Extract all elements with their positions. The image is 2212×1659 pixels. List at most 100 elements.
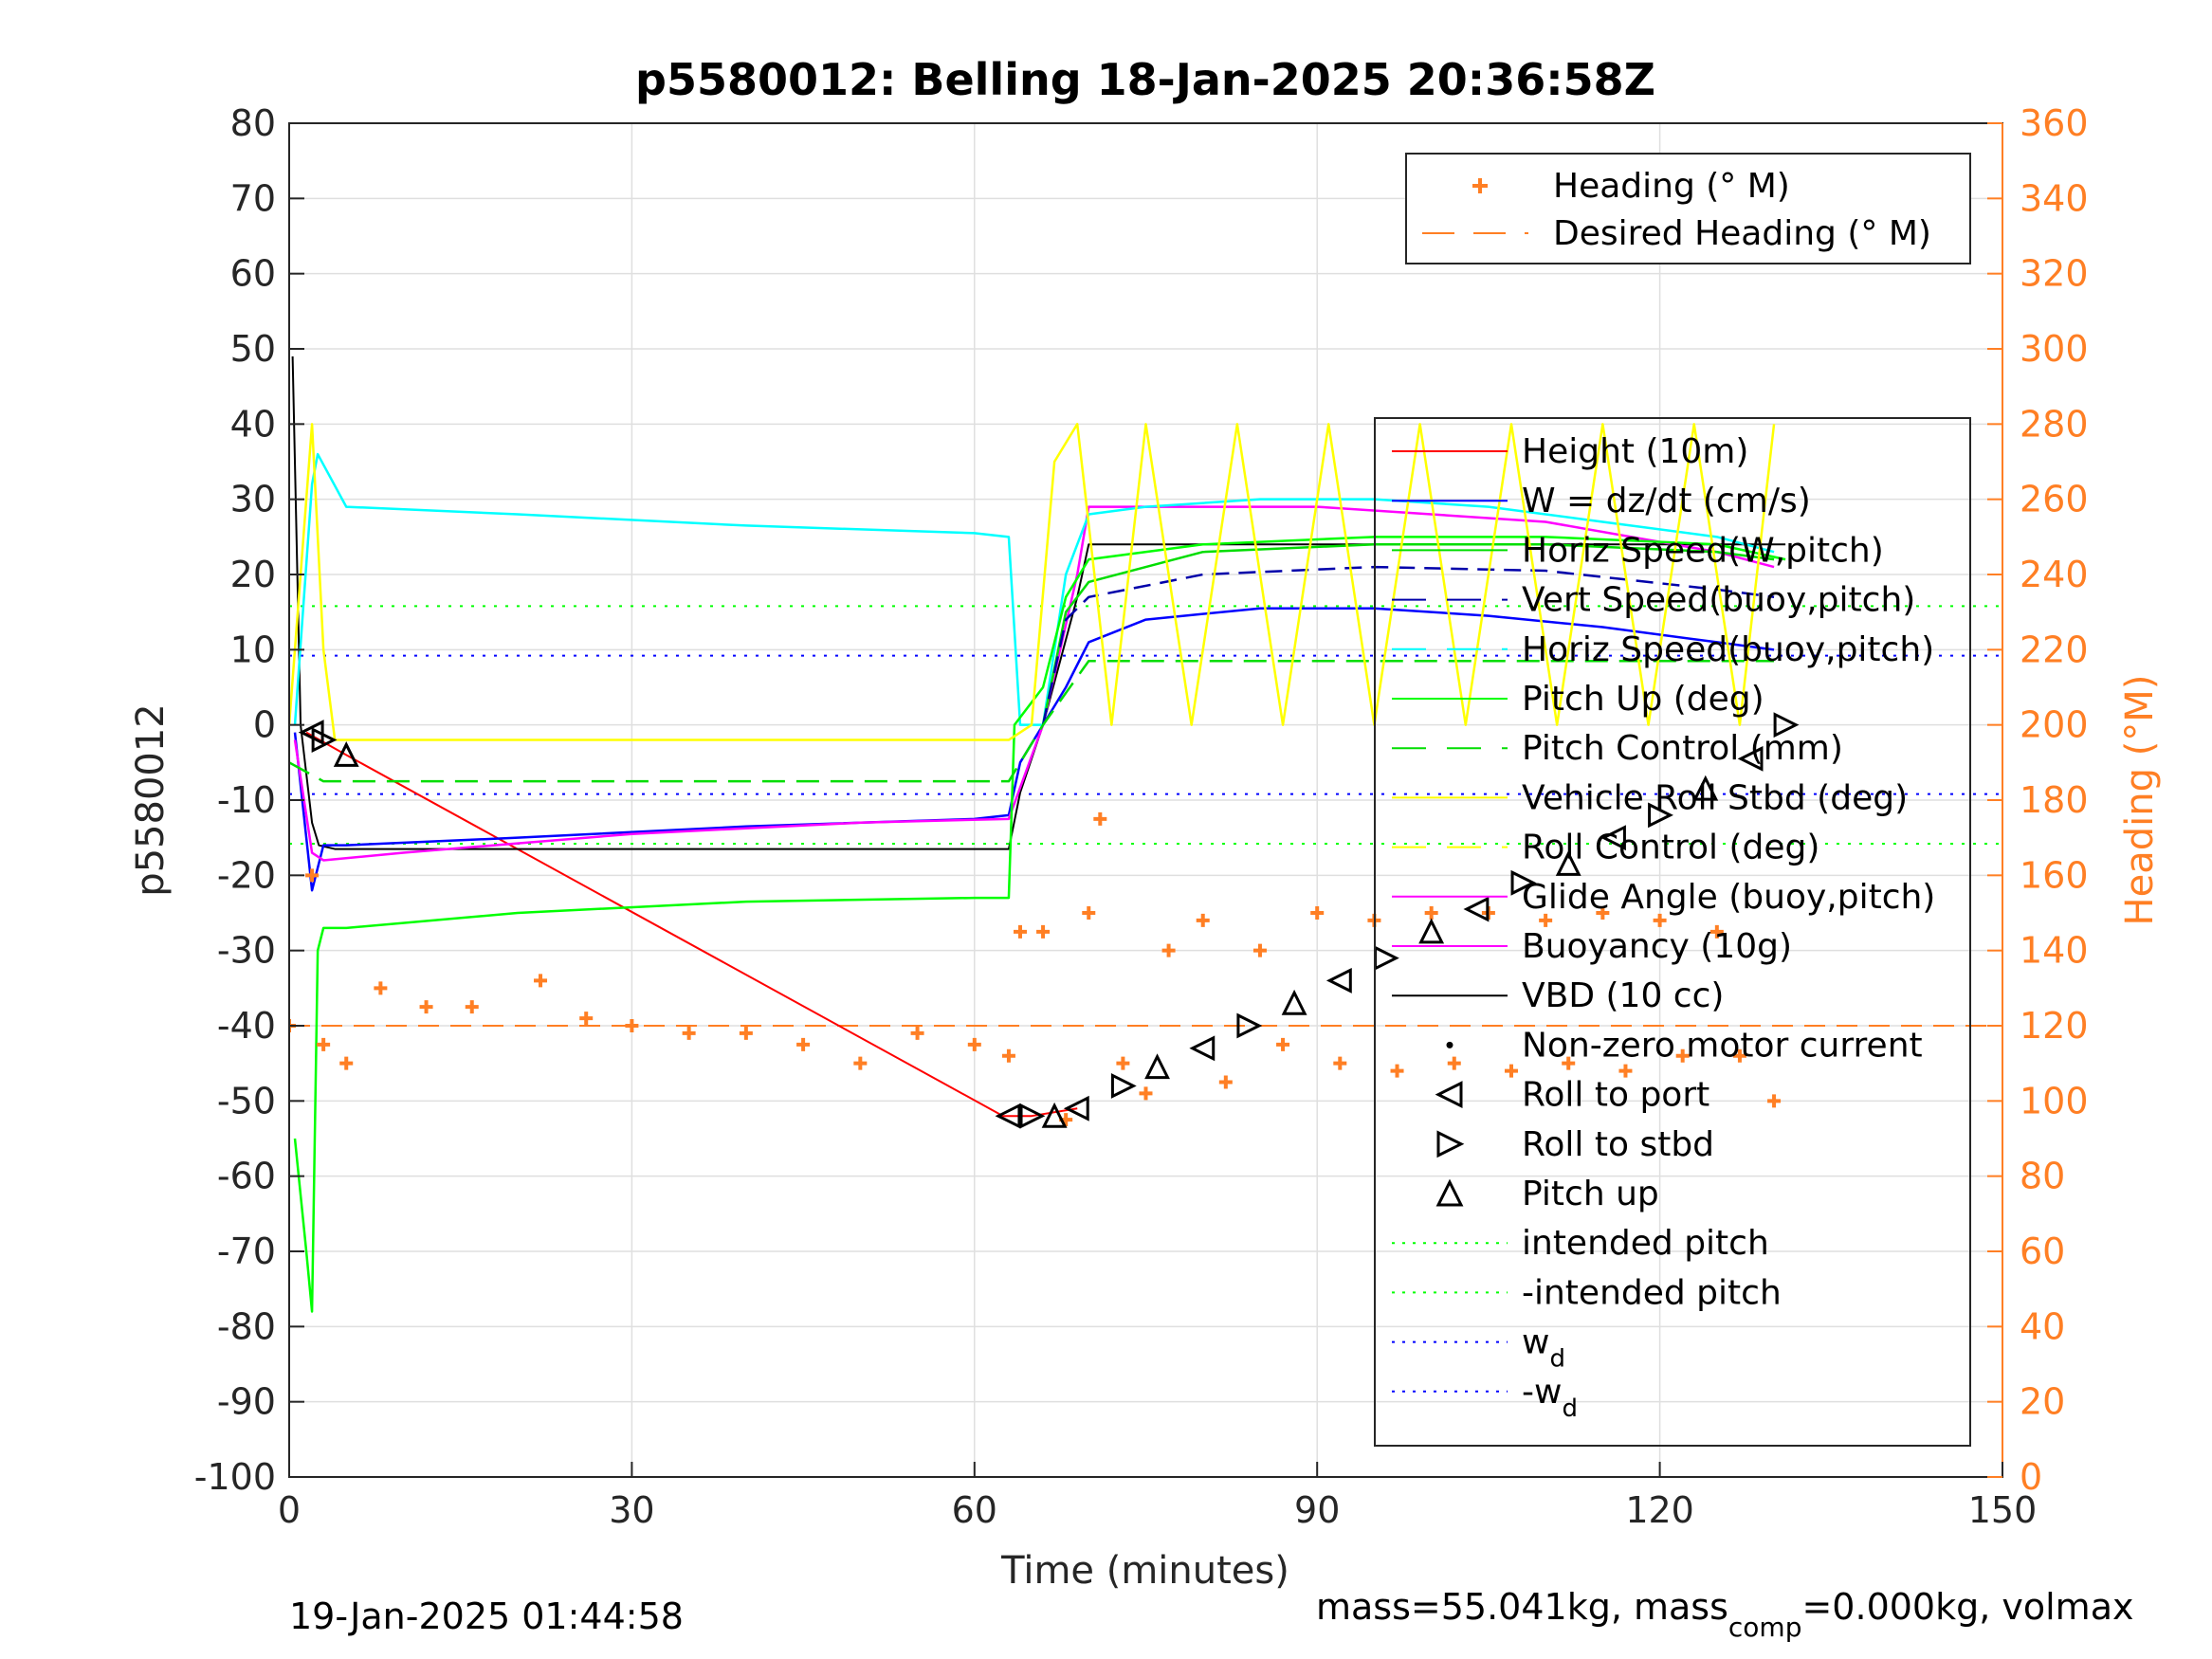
- y-tick-label-right: 240: [2020, 554, 2089, 595]
- legend-main-label: Pitch Up (deg): [1522, 680, 1764, 719]
- y-tick-label-right: 340: [2020, 177, 2089, 219]
- y-tick-label-left: 70: [230, 177, 276, 219]
- y-tick-label-left: 30: [230, 479, 276, 520]
- heading-point: [339, 1056, 354, 1070]
- series-line-horiz-speed-w-pitch: [1041, 543, 1775, 725]
- roll-event-marker: [1737, 745, 1764, 772]
- heading-point: [910, 1026, 924, 1040]
- y-axis-label-left: p5580012: [129, 703, 173, 897]
- roll-event-marker: [1019, 1103, 1046, 1129]
- y-tick-label-right: 0: [2020, 1456, 2042, 1498]
- legend-main-box: [1374, 417, 1971, 1447]
- y-tick-label-left: -20: [217, 854, 276, 896]
- roll-event-marker: [1510, 869, 1537, 896]
- heading-point: [465, 1000, 479, 1014]
- y-tick-label-right: 300: [2020, 328, 2089, 370]
- legend-main-label-text: Height (10m): [1522, 432, 1748, 471]
- heading-point: [1333, 1056, 1347, 1070]
- legend-main-label: Pitch up: [1522, 1175, 1659, 1213]
- legend-swatch-tri-up: [1435, 1178, 1464, 1207]
- heading-point: [1276, 1037, 1290, 1051]
- heading-point: [1218, 1075, 1233, 1089]
- legend-main-label-text: Roll to stbd: [1522, 1125, 1714, 1164]
- legend-main-label-text: Vert Speed(buoy,pitch): [1522, 581, 1915, 620]
- y-tick-label-left: -10: [217, 779, 276, 821]
- footer-mass-text: mass=55.041kg, mass: [1316, 1586, 1728, 1628]
- legend-main-label: Roll to port: [1522, 1076, 1709, 1115]
- series-line-height-10m: [305, 731, 1078, 1118]
- x-tick-label: 30: [609, 1489, 654, 1531]
- y-tick-label-right: 120: [2020, 1005, 2089, 1047]
- y-tick-label-left: 0: [253, 704, 276, 746]
- y-tick-label-right: 160: [2020, 854, 2089, 896]
- legend-main: Height (10m) W = dz/dt (cm/s) Horiz Speed(…: [1374, 417, 1971, 1447]
- roll-event-marker: [1063, 1095, 1089, 1121]
- roll-event-marker: [1692, 775, 1719, 801]
- heading-point: [1139, 1086, 1153, 1101]
- heading-point: [1596, 906, 1610, 920]
- y-tick-label-right: 40: [2020, 1305, 2065, 1347]
- legend-main-label-text: VBD (10 cc): [1522, 976, 1724, 1015]
- legend-heading-label: Desired Heading (° M): [1553, 214, 1931, 253]
- y-tick-label-right: 280: [2020, 403, 2089, 445]
- footer-mass-sub: comp: [1728, 1612, 1802, 1643]
- roll-event-marker: [311, 727, 338, 753]
- heading-point: [317, 1037, 331, 1051]
- y-tick-label-right: 60: [2020, 1231, 2065, 1272]
- heading-point: [1447, 1056, 1461, 1070]
- footer-mass-tail: =0.000kg, volmax: [1801, 1586, 2133, 1628]
- legend-main-label-text: -intended pitch: [1522, 1273, 1782, 1312]
- legend-main-label-text: -w: [1522, 1373, 1562, 1412]
- heading-point: [1539, 913, 1553, 927]
- heading-point: [305, 868, 320, 883]
- y-tick-label-left: -100: [194, 1456, 276, 1498]
- y-tick-label-left: 10: [230, 629, 276, 670]
- heading-point: [1093, 811, 1107, 826]
- heading-point: [739, 1026, 753, 1040]
- heading-point: [796, 1037, 811, 1051]
- roll-event-marker: [995, 1103, 1021, 1129]
- legend-main-label: Horiz Speed(buoy,pitch): [1522, 630, 1934, 669]
- y-tick-label-right: 360: [2020, 102, 2089, 144]
- heading-point: [1082, 906, 1096, 920]
- legend-main-label: Buoyancy (10g): [1522, 927, 1792, 966]
- y-tick-label-left: 40: [230, 403, 276, 445]
- x-tick-label: 150: [1968, 1489, 2038, 1531]
- reference-lines: [289, 605, 2002, 1027]
- legend-main-label: wd: [1522, 1323, 1565, 1374]
- y-tick-label-left: -40: [217, 1005, 276, 1047]
- roll-event-marker: [1281, 989, 1307, 1015]
- legend-main-label-text: Pitch Control (mm): [1522, 729, 1843, 768]
- heading-point: [534, 974, 548, 988]
- y-tick-label-right: 260: [2020, 479, 2089, 520]
- legend-main-label-text: Horiz Speed(W,pitch): [1522, 531, 1884, 570]
- roll-event-marker: [1463, 896, 1490, 922]
- y-tick-label-right: 320: [2020, 253, 2089, 295]
- roll-event-marker: [1773, 712, 1800, 738]
- heading-point: [579, 1012, 594, 1026]
- heading-point: [1562, 1056, 1576, 1070]
- footer-timestamp: 19-Jan-2025 01:44:58: [289, 1595, 684, 1637]
- y-axis-label-right: Heading (°M): [2118, 675, 2162, 926]
- series-line-roll-control-deg: [289, 423, 1776, 741]
- heading-point: [1013, 924, 1027, 939]
- legend-heading-label: Heading (° M): [1553, 167, 1790, 206]
- x-axis-label: Time (minutes): [1000, 1549, 1289, 1593]
- y-tick-label-right: 140: [2020, 930, 2089, 972]
- legend-main-label-text: Vehicle Roll Stbd (deg): [1522, 778, 1908, 817]
- heading-point: [1161, 943, 1176, 957]
- y-tick-label-left: 20: [230, 554, 276, 595]
- y-tick-label-right: 220: [2020, 629, 2089, 670]
- legend-main-label-text: Pitch up: [1522, 1175, 1659, 1213]
- roll-event-marker: [1418, 918, 1445, 944]
- heading-point: [1504, 1064, 1518, 1078]
- legend-main-label: Vert Speed(buoy,pitch): [1522, 581, 1915, 620]
- y-tick-label-right: 200: [2020, 704, 2089, 746]
- legend-heading: Heading (° M) Desired Heading (° M): [1405, 153, 1971, 264]
- legend-main-label: VBD (10 cc): [1522, 976, 1724, 1015]
- footer-mass: mass=55.041kg, masscomp=0.000kg, volmax: [1316, 1586, 2133, 1643]
- legend-main-label: Glide Angle (buoy,pitch): [1522, 878, 1935, 917]
- legend-main-label-text: Roll Control (deg): [1522, 829, 1819, 867]
- legend-main-label: Horiz Speed(W,pitch): [1522, 531, 1884, 570]
